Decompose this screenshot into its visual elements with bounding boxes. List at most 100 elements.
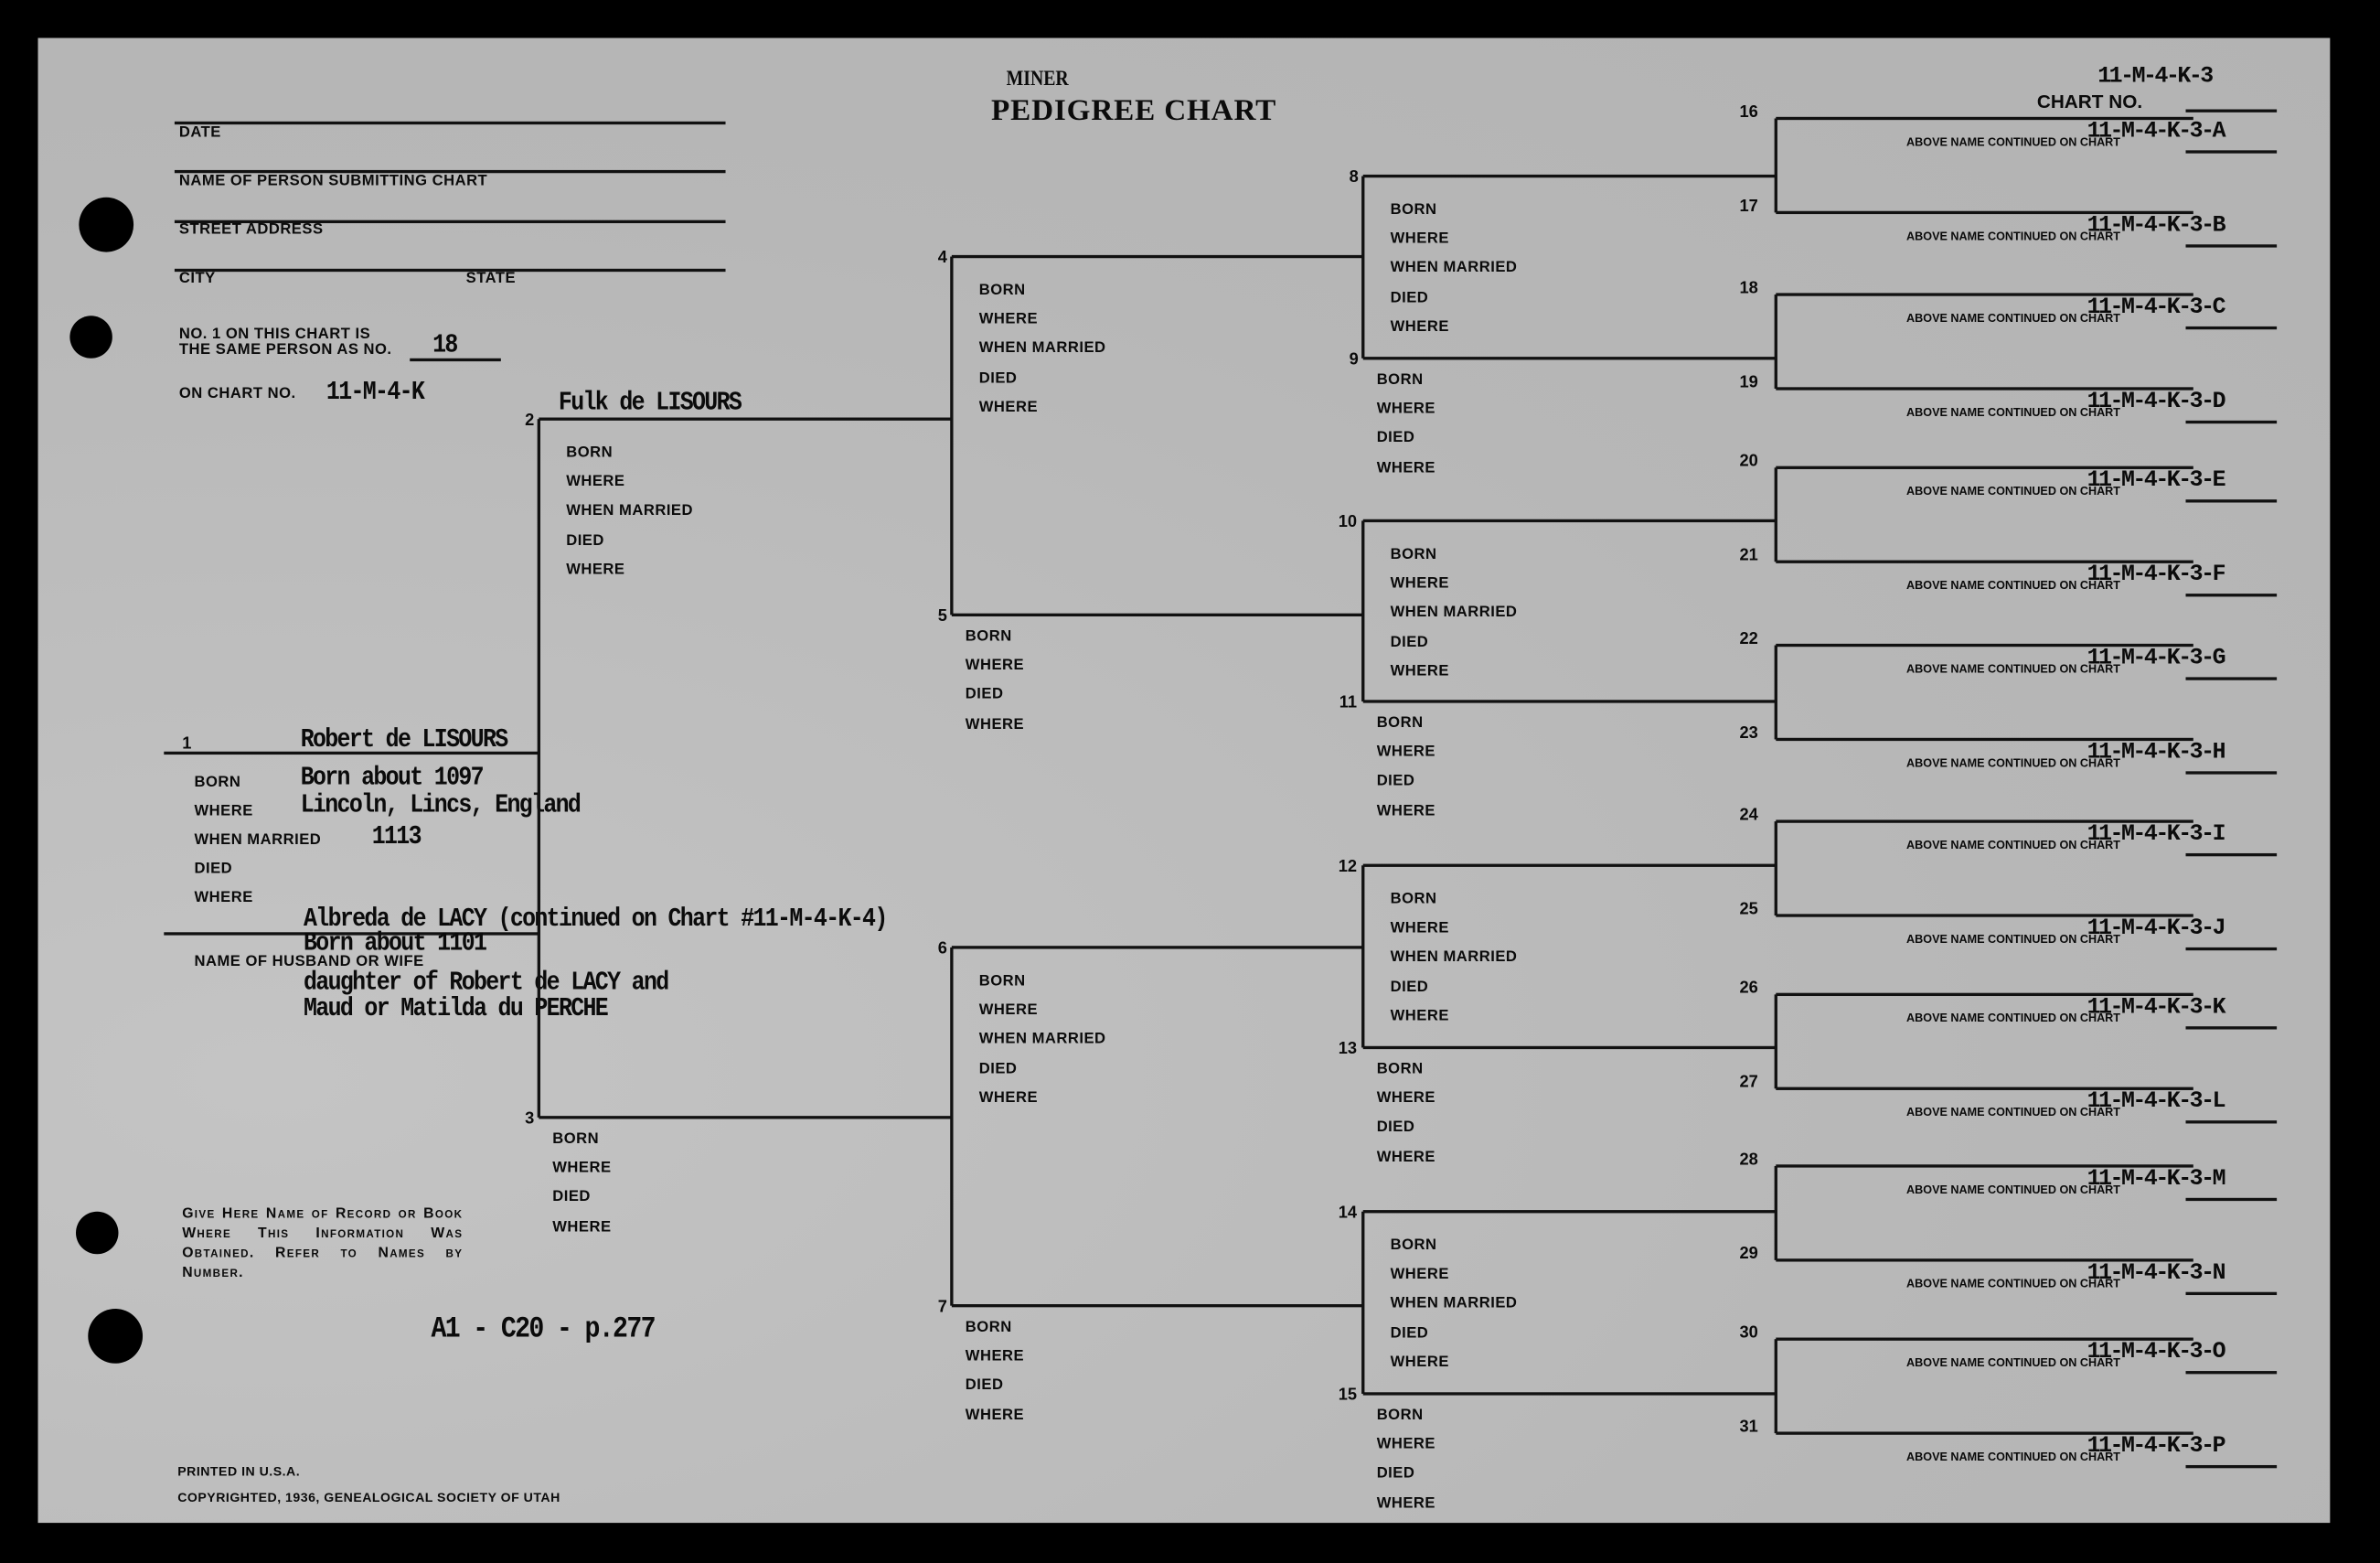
field-label: WHERE: [1390, 230, 1449, 248]
field-label: DIED: [965, 1377, 1004, 1395]
field-label: WHEN MARRIED: [1390, 605, 1518, 622]
continued-on-chart-label: ABOVE NAME CONTINUED ON CHART: [1906, 134, 2121, 149]
continued-chart-underline: [2185, 853, 2278, 857]
person-25-line: [1776, 914, 2193, 917]
spouse-line: [164, 932, 539, 936]
same-person-label-2: THE SAME PERSON AS NO.: [178, 341, 392, 359]
continued-chart-underline: [2185, 150, 2278, 154]
continued-chart-underline: [2185, 677, 2278, 680]
person-3-line: [539, 1116, 952, 1119]
continued-chart-underline: [2185, 244, 2278, 248]
continued-chart-underline: [2185, 421, 2278, 423]
person-10-line: [1362, 519, 1777, 522]
connector-line: [1775, 821, 1777, 916]
person-number: 17: [1739, 197, 1758, 216]
continued-chart-number: 11-M-4-K-3-C: [2087, 294, 2226, 321]
person-number: 11: [1339, 693, 1358, 712]
person-30-line: [1776, 1337, 2193, 1341]
person-number: 23: [1739, 723, 1758, 743]
person-1-where: Lincoln, Lincs, England: [300, 790, 582, 820]
person-number: 12: [1338, 857, 1358, 876]
continued-chart-number: 11-M-4-K-3-F: [2087, 562, 2226, 588]
person-number: 2: [525, 411, 535, 430]
submitter-label: NAME OF PERSON SUBMITTING CHART: [178, 173, 488, 190]
continued-chart-number: 11-M-4-K-3-K: [2087, 994, 2226, 1021]
binder-hole: [79, 197, 134, 252]
person-31-line: [1776, 1431, 2193, 1435]
person-1-married: 1113: [371, 822, 422, 852]
field-label: WHERE: [1390, 318, 1449, 336]
person-number: 28: [1739, 1151, 1758, 1170]
binder-hole: [88, 1308, 144, 1364]
field-label: BORN: [566, 444, 614, 462]
continued-chart-number: 11-M-4-K-3-D: [2087, 388, 2226, 415]
date-label: DATE: [178, 124, 221, 142]
field-label: DIED: [1376, 1465, 1415, 1483]
person-number: 24: [1739, 806, 1758, 825]
chart-number-underline: [2185, 109, 2278, 112]
person-number: 31: [1739, 1418, 1758, 1437]
field-label: WHERE: [1376, 1090, 1435, 1108]
field-label: WHEN MARRIED: [194, 831, 322, 849]
connector-line: [1361, 1211, 1365, 1394]
field-label: WHERE: [1390, 575, 1449, 593]
person-number: 19: [1739, 373, 1758, 392]
city-line: [174, 268, 726, 272]
page-title: PEDIGREE CHART: [991, 93, 1277, 128]
person-21-line: [1776, 560, 2193, 563]
person-number: 9: [1349, 350, 1359, 369]
field-label: WHERE: [552, 1160, 612, 1177]
person-number: 6: [937, 939, 947, 958]
continued-on-chart-label: ABOVE NAME CONTINUED ON CHART: [1906, 755, 2121, 770]
continued-on-chart-label: ABOVE NAME CONTINUED ON CHART: [1906, 1183, 2121, 1197]
binder-hole: [76, 1211, 119, 1255]
field-label: WHERE: [978, 1001, 1039, 1020]
same-person-label: NO. 1 ON THIS CHART IS: [178, 326, 371, 344]
person-12-line: [1362, 864, 1777, 867]
person-number: 13: [1338, 1040, 1358, 1059]
same-person-underline: [410, 358, 501, 361]
field-label: DIED: [1390, 634, 1429, 651]
field-label: WHERE: [978, 1089, 1039, 1107]
person-22-line: [1776, 644, 2193, 647]
connector-line: [1775, 467, 1777, 562]
chart-number-value: 11-M-4-K-3: [2097, 63, 2214, 90]
field-label: WHERE: [1376, 1149, 1435, 1166]
person-7-line: [951, 1304, 1363, 1308]
continued-on-chart-label: ABOVE NAME CONTINUED ON CHART: [1906, 932, 2121, 947]
continued-on-chart-label: ABOVE NAME CONTINUED ON CHART: [1906, 229, 2121, 243]
person-28-line: [1776, 1164, 2193, 1168]
spouse-born: Born about 1101: [304, 928, 487, 958]
field-label: DIED: [552, 1189, 591, 1206]
field-label: BORN: [1390, 201, 1437, 219]
field-label: DIED: [1390, 1324, 1429, 1342]
continued-on-chart-label: ABOVE NAME CONTINUED ON CHART: [1906, 311, 2121, 326]
field-label: BORN: [1376, 1407, 1424, 1425]
person-16-line: [1776, 117, 2193, 120]
person-number: 26: [1739, 979, 1758, 998]
connector-line: [538, 419, 540, 1118]
continued-on-chart-label: ABOVE NAME CONTINUED ON CHART: [1906, 1450, 2121, 1464]
field-label: DIED: [194, 861, 233, 878]
field-label: BORN: [1376, 1061, 1424, 1078]
connector-line: [1775, 294, 1777, 389]
spouse-label: NAME OF HUSBAND OR WIFE: [194, 953, 424, 970]
person-number: 21: [1739, 546, 1758, 565]
person-number: 22: [1739, 629, 1758, 648]
field-label: DIED: [1390, 289, 1429, 306]
street-line: [174, 219, 726, 223]
person-18-line: [1776, 293, 2193, 296]
source-value: A1 - C20 - p.277: [431, 1313, 656, 1348]
person-23-line: [1776, 738, 2193, 741]
person-2-line: [539, 417, 952, 421]
spouse-name: Albreda de LACY (continued on Chart #11-…: [304, 904, 888, 935]
field-label: DIED: [1376, 430, 1415, 447]
person-1-line: [164, 752, 539, 755]
continued-chart-number: 11-M-4-K-3-J: [2087, 915, 2226, 942]
spouse-parents-2: Maud or Matilda du PERCHE: [304, 993, 609, 1024]
field-label: BORN: [1376, 371, 1424, 389]
continued-on-chart-label: ABOVE NAME CONTINUED ON CHART: [1906, 661, 2121, 676]
field-label: BORN: [965, 628, 1012, 646]
continued-chart-number: 11-M-4-K-3-N: [2087, 1259, 2226, 1287]
